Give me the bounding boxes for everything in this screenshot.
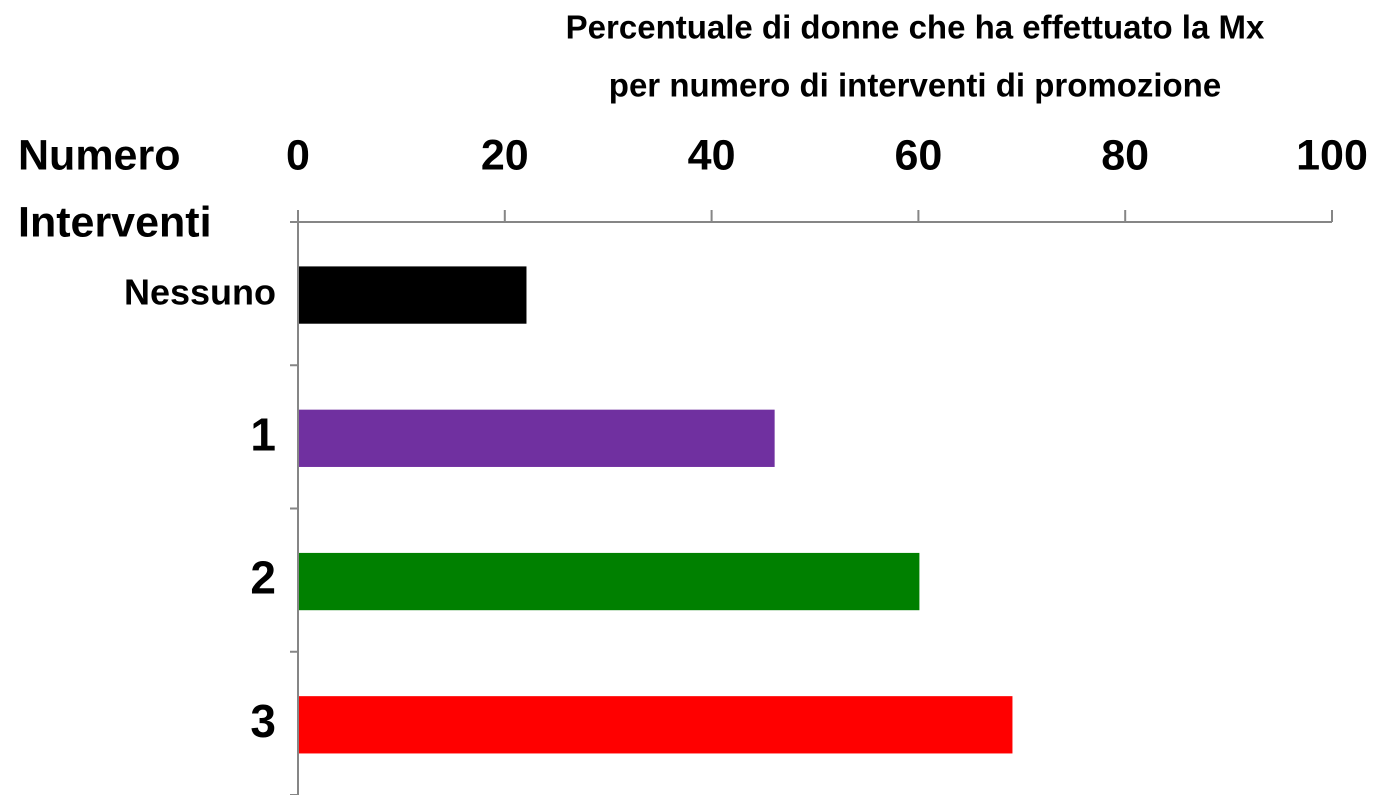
chart-title: per numero di interventi di promozione [609,67,1221,104]
y-tick-label: 3 [250,695,276,747]
bar [299,696,1013,754]
bar [299,266,527,324]
y-axis-label: Interventi [18,198,212,246]
y-tick-label: 1 [250,408,276,460]
x-tick-label: 40 [688,131,736,179]
x-tick-label: 20 [481,131,529,179]
x-tick-label: 60 [894,131,942,179]
chart-title: Percentuale di donne che ha effettuato l… [566,9,1265,46]
x-tick-label: 0 [286,131,310,179]
x-tick-label: 80 [1101,131,1149,179]
y-tick-label: Nessuno [124,272,276,313]
y-tick-label: 2 [250,552,276,604]
bar [299,409,775,467]
y-axis-label: Numero [18,131,180,179]
x-tick-label: 100 [1296,131,1368,179]
bar [299,552,920,611]
